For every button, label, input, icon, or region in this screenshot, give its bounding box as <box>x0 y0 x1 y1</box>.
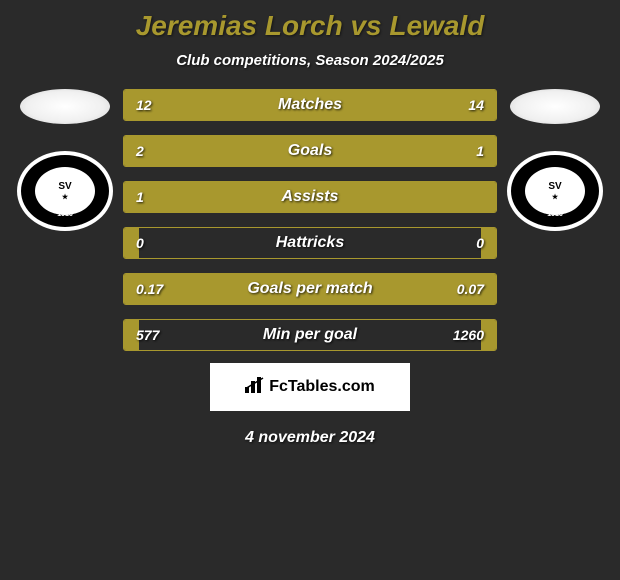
bar-fill-right <box>481 228 496 258</box>
bar-fill-right <box>388 274 496 304</box>
bar-fill-left <box>124 228 139 258</box>
bar-fill-right <box>295 90 496 120</box>
bar-fill-right <box>481 320 496 350</box>
svg-text:★: ★ <box>552 193 559 201</box>
svg-text:SV: SV <box>58 181 72 192</box>
player-left-column: SV SANDHAUSEN SANDHAUSEN 1916 ★ <box>15 89 115 234</box>
svg-text:★: ★ <box>62 193 69 201</box>
player-left-club-badge: SV SANDHAUSEN SANDHAUSEN 1916 ★ <box>15 149 115 234</box>
player-right-avatar <box>510 89 600 124</box>
bar-fill-left <box>124 136 373 166</box>
stat-value-left: 577 <box>136 320 159 350</box>
attribution-badge: FcTables.com <box>210 363 410 411</box>
stat-bar-goals: Goals21 <box>123 135 497 167</box>
bar-fill-left <box>124 182 496 212</box>
svg-text:1916: 1916 <box>57 211 73 218</box>
player-left-avatar <box>20 89 110 124</box>
svg-text:1916: 1916 <box>547 211 563 218</box>
player-right-club-badge: SV SANDHAUSEN 1916 ★ <box>505 149 605 234</box>
date-label: 4 november 2024 <box>0 429 620 447</box>
stat-value-right: 1260 <box>453 320 484 350</box>
stat-label: Min per goal <box>124 320 496 350</box>
comparison-infographic: Jeremias Lorch vs Lewald Club competitio… <box>0 0 620 580</box>
bar-fill-left <box>124 90 295 120</box>
stat-bar-assists: Assists1 <box>123 181 497 213</box>
attribution-text: FcTables.com <box>269 378 375 396</box>
stats-bars: Matches1214 Goals21 Assists1 Hattricks00 Goa… <box>115 89 505 351</box>
bar-fill-right <box>373 136 496 166</box>
attribution-icon <box>245 377 265 398</box>
stat-bar-goals-per-match: Goals per match0.170.07 <box>123 273 497 305</box>
player-right-column: SV SANDHAUSEN 1916 ★ <box>505 89 605 234</box>
stat-label: Hattricks <box>124 228 496 258</box>
page-title: Jeremias Lorch vs Lewald <box>0 10 620 42</box>
bar-fill-left <box>124 274 388 304</box>
svg-text:SV: SV <box>548 181 562 192</box>
bar-fill-left <box>124 320 139 350</box>
stat-bar-matches: Matches1214 <box>123 89 497 121</box>
subtitle: Club competitions, Season 2024/2025 <box>0 52 620 69</box>
main-content: SV SANDHAUSEN SANDHAUSEN 1916 ★ Matches1… <box>0 89 620 351</box>
stat-bar-min-per-goal: Min per goal577 1260 <box>123 319 497 351</box>
stat-bar-hattricks: Hattricks00 <box>123 227 497 259</box>
